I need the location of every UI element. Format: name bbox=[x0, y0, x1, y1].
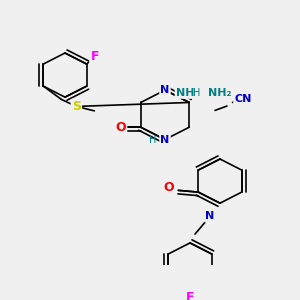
Text: S: S bbox=[72, 100, 81, 113]
Text: NH₂: NH₂ bbox=[208, 88, 232, 98]
Text: F: F bbox=[186, 291, 194, 300]
Text: N: N bbox=[160, 135, 169, 145]
Text: O: O bbox=[116, 121, 126, 134]
Text: CN: CN bbox=[234, 94, 252, 104]
Text: H: H bbox=[193, 88, 201, 98]
Text: H: H bbox=[149, 135, 157, 145]
Text: F: F bbox=[90, 50, 99, 64]
Text: N: N bbox=[160, 85, 169, 95]
Text: NH: NH bbox=[176, 88, 194, 98]
Text: O: O bbox=[163, 181, 174, 194]
Text: N: N bbox=[206, 212, 214, 221]
